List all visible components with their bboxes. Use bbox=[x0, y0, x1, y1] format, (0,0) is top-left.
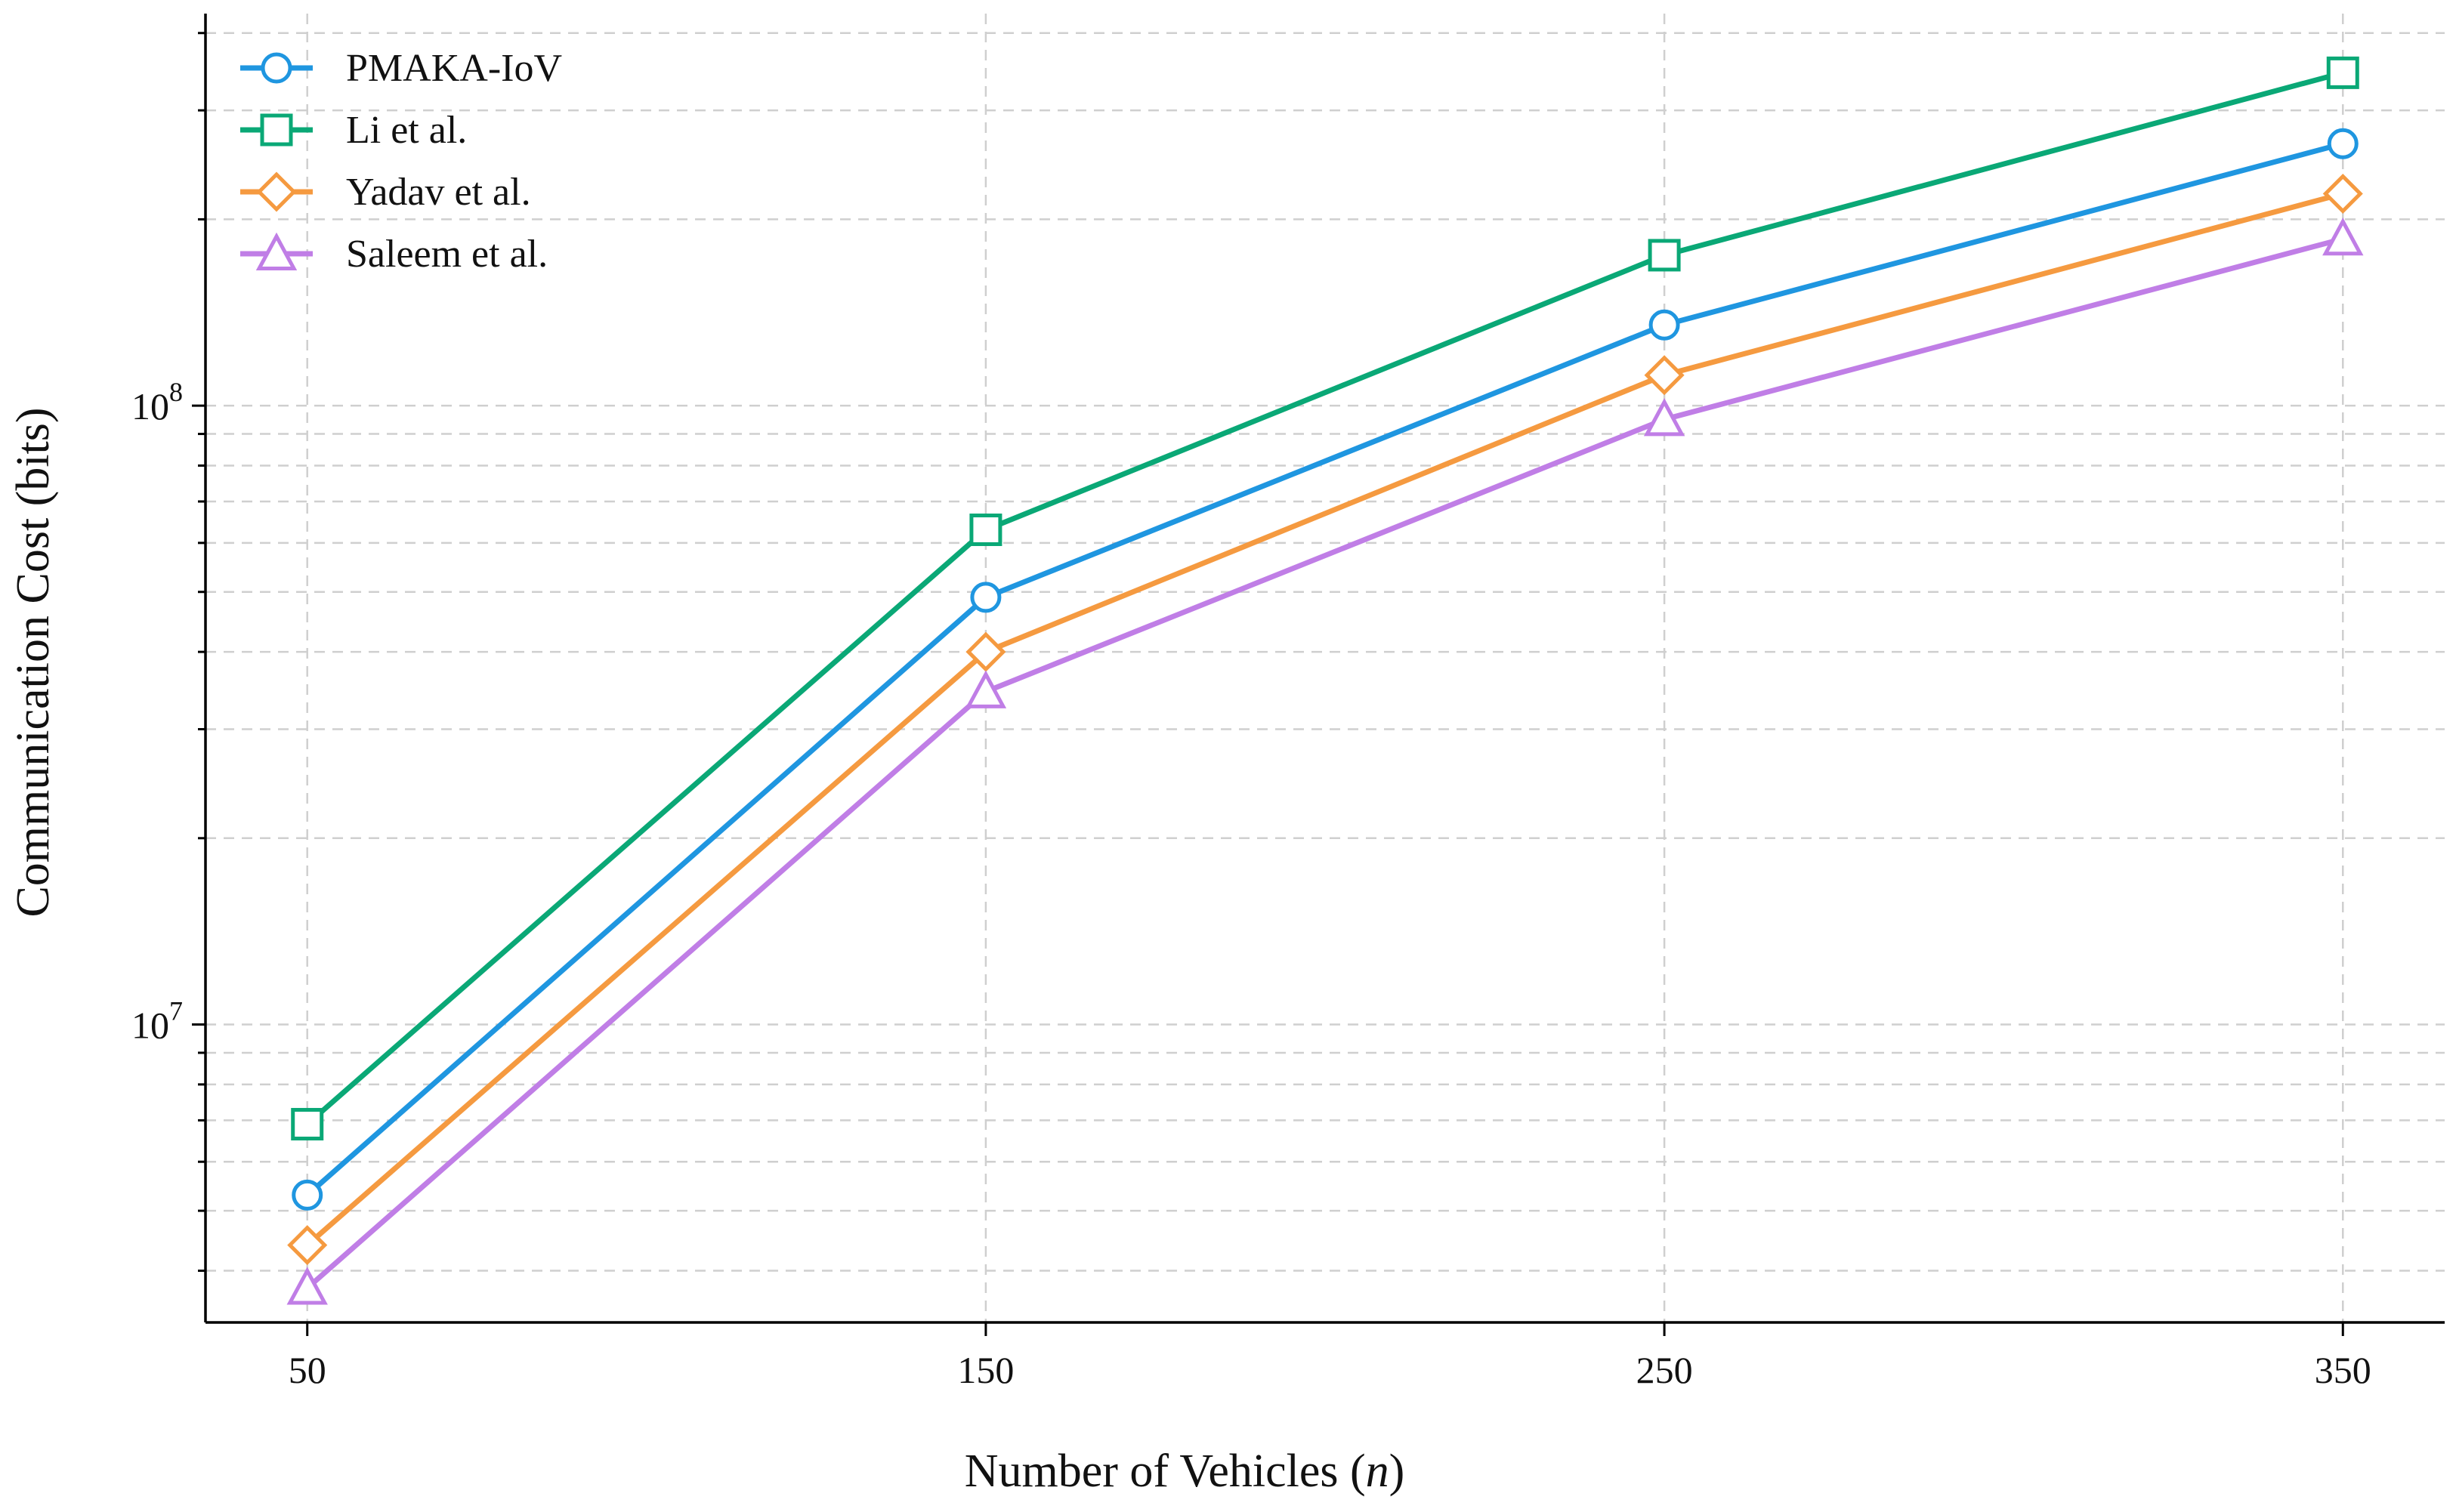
legend-marker-square bbox=[260, 113, 293, 147]
data-point-circle bbox=[970, 582, 1002, 613]
axes-layer: 107 108 50 150 250 350 bbox=[131, 14, 2445, 1391]
data-point-diamond bbox=[965, 631, 1006, 672]
series-line-2 bbox=[305, 191, 2344, 1248]
data-point-circle bbox=[2327, 128, 2359, 159]
legend-marker-diamond bbox=[256, 171, 297, 212]
data-point-circle bbox=[1648, 309, 1680, 341]
legend-label: Saleem et al. bbox=[346, 233, 548, 276]
data-point-triangle bbox=[2322, 217, 2364, 256]
series-layer bbox=[286, 56, 2364, 1305]
x-tick-label: 350 bbox=[2315, 1349, 2371, 1391]
data-point-square bbox=[969, 513, 1002, 546]
y-tick-label: 107 bbox=[131, 995, 183, 1046]
data-point-square bbox=[291, 1108, 324, 1141]
data-point-diamond bbox=[2322, 173, 2363, 214]
data-point-diamond bbox=[1644, 355, 1685, 396]
series-line-3 bbox=[305, 236, 2344, 1291]
data-point-circle bbox=[292, 1179, 323, 1211]
data-point-square bbox=[1648, 239, 1681, 272]
grid-layer bbox=[205, 14, 2445, 1322]
data-point-square bbox=[2326, 56, 2359, 89]
legend: PMAKA-IoV Li et al. Yadav et al. Saleem et … bbox=[240, 47, 562, 276]
x-tick-label: 50 bbox=[289, 1349, 326, 1391]
series-line-0 bbox=[305, 140, 2344, 1198]
x-tick-label: 250 bbox=[1636, 1349, 1693, 1391]
x-axis-label: Number of Vehicles (n) bbox=[965, 1446, 1405, 1497]
series-line-1 bbox=[305, 69, 2344, 1127]
data-point-triangle bbox=[1643, 398, 1685, 437]
y-axis-label: Communication Cost (bits) bbox=[8, 407, 59, 917]
legend-marker-triangle bbox=[255, 232, 298, 271]
x-tick-label: 150 bbox=[957, 1349, 1014, 1391]
legend-label: Yadav et al. bbox=[346, 171, 531, 214]
data-point-triangle bbox=[965, 670, 1007, 708]
data-point-diamond bbox=[287, 1225, 328, 1266]
legend-label: Li et al. bbox=[346, 109, 467, 152]
data-point-triangle bbox=[286, 1267, 328, 1305]
legend-marker-circle bbox=[261, 52, 292, 84]
y-tick-label: 108 bbox=[131, 377, 183, 427]
legend-label: PMAKA-IoV bbox=[346, 47, 562, 90]
